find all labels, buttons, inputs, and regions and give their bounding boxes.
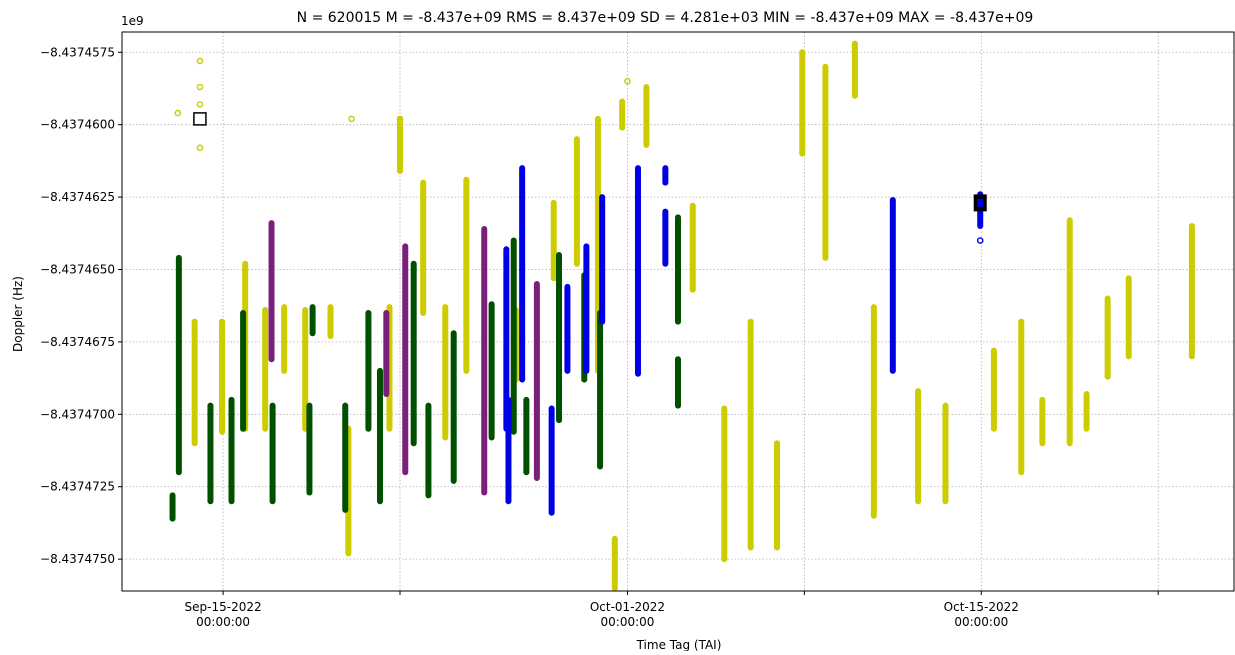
y-tick-label: −8.4374750 <box>40 552 115 566</box>
y-tick-label: −8.4374625 <box>40 190 115 204</box>
x-tick-label-date: Oct-15-2022 <box>944 600 1019 614</box>
y-tick-label: −8.4374650 <box>40 263 115 277</box>
data-point <box>396 115 404 123</box>
data-point <box>196 57 204 65</box>
y-tick-label: −8.4374575 <box>40 45 115 59</box>
data-point <box>196 83 204 91</box>
data-point <box>624 77 631 85</box>
grid-lines <box>122 32 1234 591</box>
y-axis-offset-label: 1e9 <box>121 14 144 28</box>
y-tick-label: −8.4374725 <box>40 480 115 494</box>
x-tick-label-time: 00:00:00 <box>601 615 655 629</box>
x-tick-label-date: Sep-15-2022 <box>185 600 262 614</box>
marker-square-inner <box>977 198 984 207</box>
x-tick-label-time: 00:00:00 <box>954 615 1008 629</box>
x-tick-label-time: 00:00:00 <box>196 615 250 629</box>
x-axis-label: Time Tag (TAI) <box>636 638 722 651</box>
data-point <box>196 144 204 152</box>
x-tick-label-date: Oct-01-2022 <box>590 600 665 614</box>
marker-square <box>193 112 207 126</box>
y-axis-label: Doppler (Hz) <box>11 276 25 352</box>
data-point <box>348 115 355 123</box>
data-point <box>196 101 204 108</box>
data-point <box>174 109 182 117</box>
data-layer <box>169 40 1195 592</box>
axis-layer: −8.4374575 −8.4374600 −8.4374625 −8.4374650… <box>40 45 1159 629</box>
data-point <box>976 237 984 244</box>
y-tick-label: −8.4374675 <box>40 335 115 349</box>
y-tick-label: −8.4374600 <box>40 118 115 132</box>
plot-frame <box>121 31 1235 592</box>
y-tick-label: −8.4374700 <box>40 407 115 421</box>
chart-title: N = 620015 M = -8.437e+09 RMS = 8.437e+0… <box>297 10 1034 26</box>
